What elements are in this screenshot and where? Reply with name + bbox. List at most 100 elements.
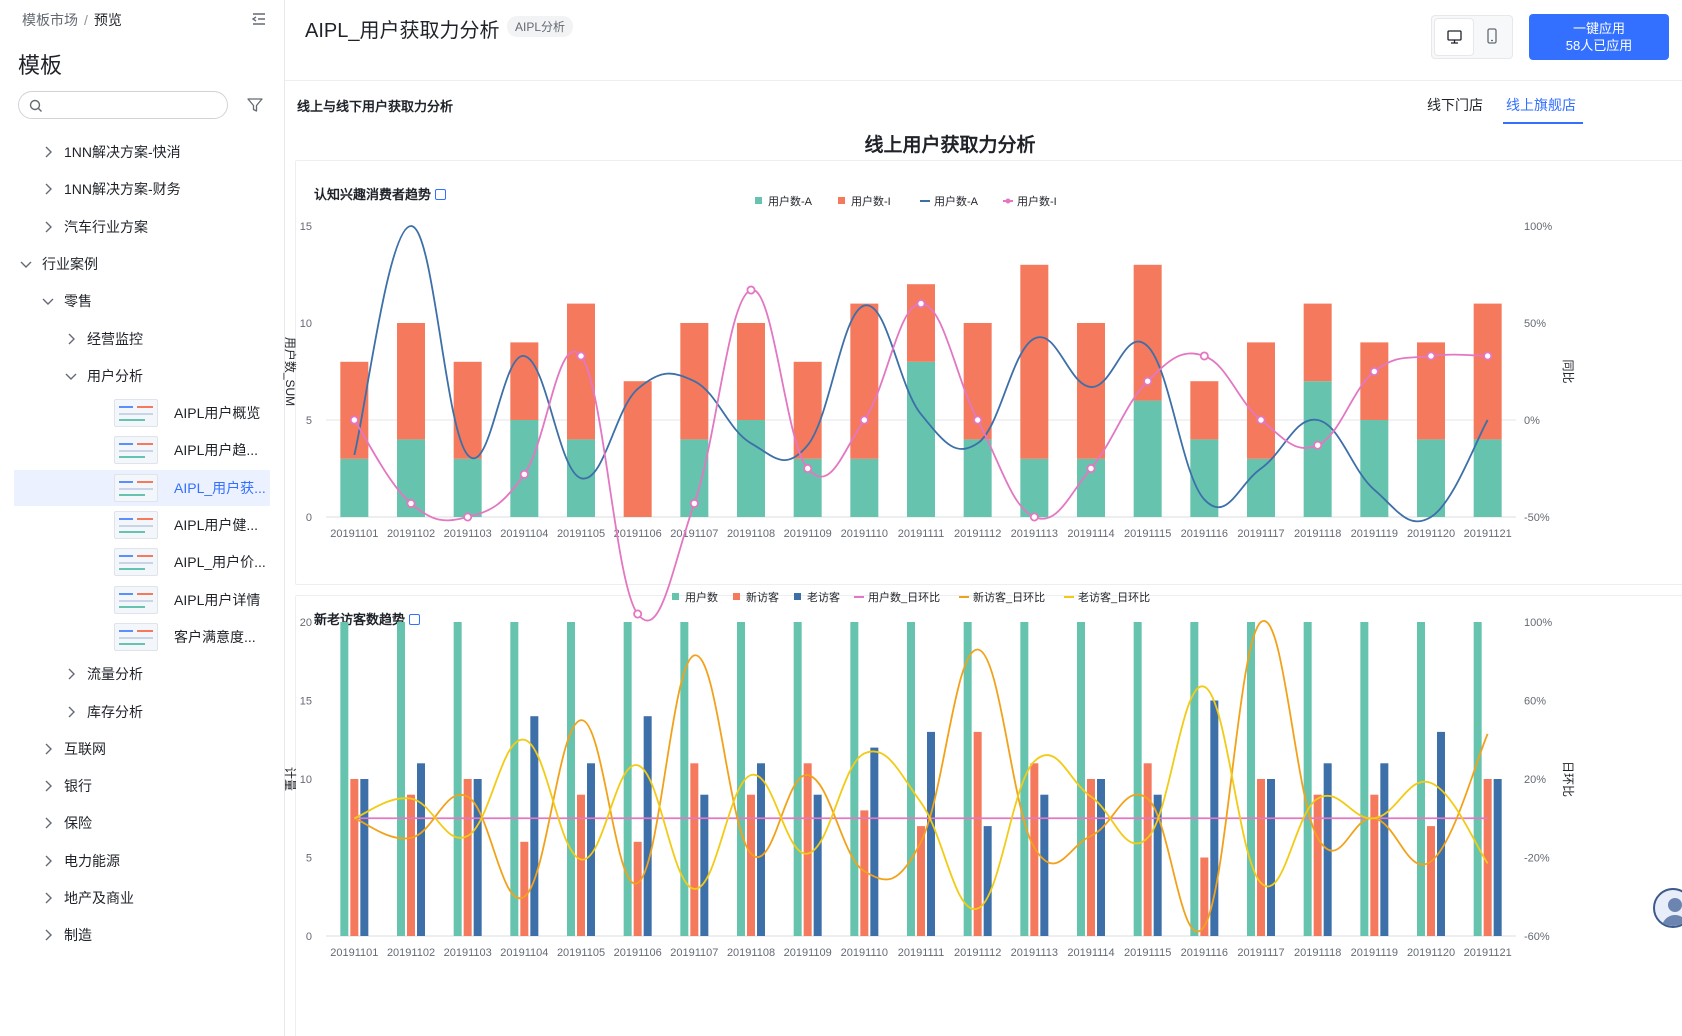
y-tick-label: 10 <box>300 774 312 786</box>
apply-label: 一键应用 <box>1572 21 1625 36</box>
chevron-right-icon <box>40 181 56 197</box>
series-line <box>354 685 1489 910</box>
apply-template-button[interactable]: 一键应用 58人已应用 <box>1529 14 1669 60</box>
tab-online-flagship[interactable]: 线上旗舰店 <box>1506 97 1576 113</box>
legend-swatch <box>672 593 679 600</box>
series-line <box>353 225 1489 523</box>
desktop-icon <box>1447 30 1462 44</box>
template-item[interactable]: AIPL用户概览 <box>14 395 270 431</box>
bar <box>813 794 822 936</box>
tree-item-label: 用户分析 <box>87 367 143 384</box>
filter-icon[interactable] <box>246 96 264 114</box>
series-marker <box>519 469 529 479</box>
template-item[interactable]: AIPL_用户价... <box>14 544 270 580</box>
tree-node[interactable]: 银行 <box>40 768 92 804</box>
tree-node[interactable]: 经营监控 <box>63 321 143 357</box>
tree-node[interactable]: 1NN解决方案-财务 <box>40 171 181 207</box>
series-marker <box>973 415 983 425</box>
chevron-right-icon <box>40 144 56 160</box>
bar <box>757 763 765 936</box>
x-tick-label: 20191107 <box>670 947 718 959</box>
y2-tick-label: 0% <box>1524 415 1540 427</box>
tree-item-label: AIPL_用户价... <box>174 554 266 571</box>
bar <box>963 439 992 517</box>
x-tick-label: 20191104 <box>500 947 548 959</box>
series-marker <box>1313 440 1323 450</box>
template-item[interactable]: AIPL用户健... <box>14 507 270 543</box>
series-marker <box>1029 512 1039 522</box>
template-item[interactable]: 客户满意度... <box>14 619 270 655</box>
bar <box>587 763 595 936</box>
bar <box>1153 794 1162 936</box>
chart2-title: 新老访客数趋势 <box>314 612 406 627</box>
search-box[interactable] <box>18 91 228 119</box>
chevron-right-icon <box>40 741 56 757</box>
tree-item-label: 经营监控 <box>87 330 143 347</box>
y-tick-label: 20 <box>300 617 312 629</box>
x-tick-label: 20191110 <box>841 528 888 540</box>
y2-axis-title: 日环比 <box>1561 761 1575 797</box>
bar <box>1360 420 1389 517</box>
chevron-right-icon <box>40 815 56 831</box>
tree-node[interactable]: 制造 <box>40 917 92 953</box>
assistant-avatar[interactable] <box>1653 888 1682 928</box>
legend-label: 新访客 <box>746 590 779 604</box>
bar <box>1133 622 1142 936</box>
desktop-view-button[interactable] <box>1435 19 1473 55</box>
mobile-view-button[interactable] <box>1473 19 1511 55</box>
bar <box>1040 794 1049 936</box>
tree-node[interactable]: 地产及商业 <box>40 880 134 916</box>
template-item[interactable]: AIPL_用户获... <box>14 469 270 506</box>
tree-node[interactable]: 电力能源 <box>40 843 120 879</box>
tree-node[interactable]: 汽车行业方案 <box>40 209 148 245</box>
series-marker <box>1143 376 1153 386</box>
tree-item-label: AIPL_用户获... <box>174 479 266 496</box>
breadcrumb-root[interactable]: 模板市场 <box>22 12 78 28</box>
tree-node[interactable]: 互联网 <box>40 731 106 767</box>
bar <box>1190 439 1219 517</box>
template-thumbnail <box>114 622 158 651</box>
x-tick-label: 20191106 <box>614 528 662 540</box>
series-marker <box>406 498 416 508</box>
info-icon[interactable] <box>435 189 447 200</box>
x-tick-label: 20191114 <box>1067 947 1114 959</box>
chevron-right-icon <box>63 704 79 720</box>
template-thumbnail <box>114 548 158 577</box>
tree-node[interactable]: 库存分析 <box>63 694 143 730</box>
bar <box>453 458 482 517</box>
bar <box>870 747 879 936</box>
bar <box>907 361 935 517</box>
chart-title-awareness: 认知兴趣消费者趋势 <box>314 184 447 203</box>
tree-node[interactable]: 零售 <box>40 283 92 319</box>
tree-node[interactable]: 保险 <box>40 805 92 841</box>
tree-node[interactable]: 用户分析 <box>63 358 143 394</box>
info-icon[interactable] <box>409 614 421 625</box>
x-tick-label: 20191105 <box>557 947 605 959</box>
category-tag: AIPL分析 <box>507 16 574 37</box>
bar <box>510 622 519 936</box>
bar <box>623 381 652 517</box>
y2-tick-label: 20% <box>1524 774 1546 786</box>
collapse-sidebar-icon[interactable] <box>250 10 268 28</box>
bar <box>510 420 539 517</box>
apply-count: 58人已应用 <box>1565 38 1633 53</box>
bar <box>907 622 915 936</box>
template-item[interactable]: AIPL用户趋... <box>14 432 270 468</box>
bar <box>1077 323 1105 459</box>
tree-node[interactable]: 1NN解决方案-快消 <box>40 134 181 170</box>
search-input[interactable] <box>47 95 217 115</box>
tab-offline-store[interactable]: 线下门店 <box>1427 97 1483 113</box>
x-tick-label: 20191117 <box>1237 528 1284 540</box>
chevron-right-icon <box>40 927 56 943</box>
series-marker <box>1426 351 1436 361</box>
bar <box>803 763 812 936</box>
tree-node[interactable]: 行业案例 <box>18 246 98 282</box>
legend-label: 老访客_日环比 <box>1078 590 1150 604</box>
tree-node[interactable]: 流量分析 <box>63 656 143 692</box>
template-thumbnail <box>114 511 158 539</box>
template-item[interactable]: AIPL用户详情 <box>14 582 270 618</box>
y2-tick-label: 100% <box>1524 617 1552 629</box>
x-tick-label: 20191102 <box>387 528 435 540</box>
tree-item-label: 1NN解决方案-财务 <box>64 181 181 198</box>
chart-card-awareness: 认知兴趣消费者趋势 <box>295 160 1682 585</box>
